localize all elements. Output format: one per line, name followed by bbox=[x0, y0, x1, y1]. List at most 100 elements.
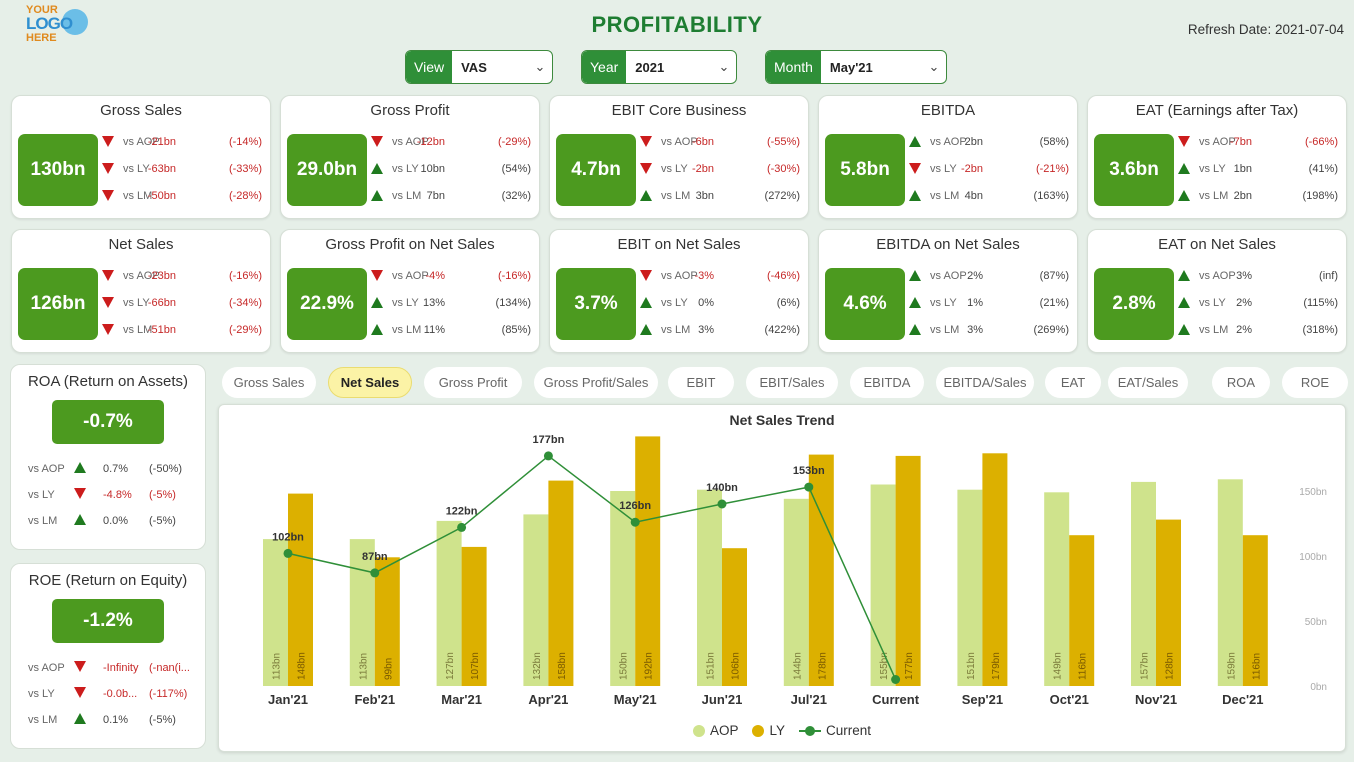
kpi-card[interactable]: Net Sales 126bn vs AOP -23bn (-16%) vs L… bbox=[11, 229, 271, 353]
current-point bbox=[283, 548, 293, 558]
triangle-up-icon bbox=[1178, 297, 1191, 311]
triangle-down-icon bbox=[371, 136, 384, 150]
comparison-percent: (32%) bbox=[501, 190, 531, 202]
kpi-card[interactable]: Gross Sales 130bn vs AOP -21bn (-14%) vs… bbox=[11, 95, 271, 219]
comparison-label: vs LY bbox=[1199, 163, 1226, 175]
kpi-card-value: 4.6% bbox=[825, 268, 905, 340]
year-filter-value[interactable]: 2021 bbox=[635, 59, 665, 75]
triangle-up-icon bbox=[1178, 324, 1191, 338]
triangle-up-icon bbox=[371, 297, 384, 311]
kpi-card[interactable]: Gross Profit on Net Sales 22.9% vs AOP -… bbox=[280, 229, 540, 353]
comparison-percent: (-30%) bbox=[766, 163, 800, 175]
comparison-delta: 3% bbox=[967, 324, 983, 336]
legend-current[interactable]: Current bbox=[799, 723, 871, 738]
kpi-comparison-row: vs AOP -6bn (-55%) bbox=[640, 136, 802, 152]
comparison-label: vs LM bbox=[123, 324, 153, 336]
kpi-comparison-row: vs LM 11% (85%) bbox=[371, 324, 533, 340]
comparison-delta: -3% bbox=[694, 270, 714, 282]
tab-ebitda-sales[interactable]: EBITDA/Sales bbox=[936, 367, 1034, 398]
kpi-card[interactable]: EBIT Core Business 4.7bn vs AOP -6bn (-5… bbox=[549, 95, 809, 219]
view-filter-value[interactable]: VAS bbox=[461, 59, 487, 75]
side-comparison-row: vs LY -4.8% (-5%) bbox=[11, 482, 205, 508]
kpi-card-value: 130bn bbox=[18, 134, 98, 206]
tab-ebit-sales[interactable]: EBIT/Sales bbox=[746, 367, 838, 398]
chevron-down-icon[interactable]: ⌄ bbox=[718, 59, 730, 74]
comparison-percent: (-5%) bbox=[149, 714, 176, 726]
tab-eat[interactable]: EAT bbox=[1045, 367, 1101, 398]
view-filter[interactable]: View VAS ⌄ bbox=[405, 50, 553, 84]
bar-ly bbox=[722, 548, 747, 686]
tab-net-sales[interactable]: Net Sales bbox=[328, 367, 412, 398]
comparison-delta: -51bn bbox=[147, 324, 176, 336]
tab-ebit[interactable]: EBIT bbox=[668, 367, 734, 398]
comparison-label: vs LM bbox=[392, 190, 422, 202]
bar-ly bbox=[808, 454, 834, 686]
kpi-card-title: Gross Profit bbox=[370, 102, 450, 119]
kpi-card-title: EBIT on Net Sales bbox=[617, 236, 741, 253]
bar-ly-label: 99bn bbox=[383, 658, 394, 680]
bar-aop bbox=[957, 489, 983, 686]
x-tick-label: Current bbox=[872, 692, 920, 707]
comparison-percent: (422%) bbox=[764, 324, 800, 336]
triangle-up-icon bbox=[909, 270, 922, 284]
legend-aop[interactable]: AOP bbox=[692, 723, 738, 738]
triangle-up-icon bbox=[74, 713, 86, 727]
kpi-card[interactable]: EAT on Net Sales 2.8% vs AOP 3% (inf) vs… bbox=[1087, 229, 1347, 353]
side-comparison-row: vs LM 0.1% (-5%) bbox=[11, 707, 205, 733]
comparison-delta: -0.0b... bbox=[103, 688, 138, 700]
side-card-title: ROA (Return on Assets) bbox=[27, 373, 189, 390]
tab-roa[interactable]: ROA bbox=[1212, 367, 1270, 398]
kpi-card[interactable]: EBITDA 5.8bn vs AOP 2bn (58%) vs LY -2bn… bbox=[818, 95, 1078, 219]
comparison-delta: -2bn bbox=[960, 163, 983, 175]
triangle-down-icon bbox=[640, 270, 653, 284]
bar-aop-label: 155bn bbox=[879, 652, 890, 680]
logo-text-main: LOGO bbox=[26, 14, 73, 33]
comparison-delta: 0.1% bbox=[103, 714, 129, 726]
kpi-card[interactable]: EBITDA on Net Sales 4.6% vs AOP 2% (87%)… bbox=[818, 229, 1078, 353]
chevron-down-icon[interactable]: ⌄ bbox=[928, 59, 940, 74]
comparison-percent: (318%) bbox=[1302, 324, 1338, 336]
current-point bbox=[804, 482, 814, 492]
side-card-title: ROE (Return on Equity) bbox=[28, 572, 188, 589]
tab-gross-sales[interactable]: Gross Sales bbox=[222, 367, 316, 398]
roa-card[interactable]: ROA (Return on Assets) -0.7% vs AOP 0.7%… bbox=[10, 364, 206, 550]
year-filter[interactable]: Year 2021 ⌄ bbox=[581, 50, 737, 84]
triangle-up-icon bbox=[909, 136, 922, 150]
comparison-label: vs AOP bbox=[1199, 270, 1236, 282]
bar-aop bbox=[1131, 481, 1156, 686]
side-comparison-row: vs AOP 0.7% (-50%) bbox=[11, 456, 205, 482]
triangle-down-icon bbox=[102, 324, 115, 338]
comparison-label: vs LM bbox=[661, 324, 691, 336]
bar-aop-label: 132bn bbox=[532, 652, 543, 680]
month-filter[interactable]: Month May'21 ⌄ bbox=[765, 50, 947, 84]
legend-ly[interactable]: LY bbox=[752, 723, 785, 738]
triangle-down-icon bbox=[640, 163, 653, 177]
bar-aop-label: 150bn bbox=[619, 652, 630, 680]
kpi-comparison-row: vs LM 3% (269%) bbox=[909, 324, 1071, 340]
comparison-delta: 3% bbox=[1236, 270, 1252, 282]
kpi-card[interactable]: EAT (Earnings after Tax) 3.6bn vs AOP -7… bbox=[1087, 95, 1347, 219]
tab-gross-profit-sales[interactable]: Gross Profit/Sales bbox=[534, 367, 658, 398]
comparison-delta: -Infinity bbox=[103, 662, 139, 674]
comparison-percent: (198%) bbox=[1302, 190, 1338, 202]
comparison-label: vs LM bbox=[930, 190, 960, 202]
triangle-up-icon bbox=[1178, 270, 1191, 284]
legend-ly-label: LY bbox=[769, 723, 785, 738]
triangle-down-icon bbox=[102, 190, 115, 204]
y-tick-label: 50bn bbox=[1305, 617, 1327, 628]
tab-ebitda[interactable]: EBITDA bbox=[850, 367, 924, 398]
comparison-percent: (-66%) bbox=[1304, 136, 1338, 148]
tab-roe[interactable]: ROE bbox=[1282, 367, 1348, 398]
chevron-down-icon[interactable]: ⌄ bbox=[534, 59, 546, 74]
tab-gross-profit[interactable]: Gross Profit bbox=[424, 367, 522, 398]
tab-eat-sales[interactable]: EAT/Sales bbox=[1108, 367, 1188, 398]
month-filter-value[interactable]: May'21 bbox=[829, 59, 873, 75]
kpi-card[interactable]: EBIT on Net Sales 3.7% vs AOP -3% (-46%)… bbox=[549, 229, 809, 353]
legend-current-swatch bbox=[799, 725, 821, 737]
comparison-label: vs LY bbox=[661, 297, 688, 309]
x-tick-label: May'21 bbox=[614, 692, 657, 707]
triangle-up-icon bbox=[74, 514, 86, 528]
roe-card[interactable]: ROE (Return on Equity) -1.2% vs AOP -Inf… bbox=[10, 563, 206, 749]
chart-svg: 0bn 50bn 100bn 150bn 113bn 148bn Jan'21 113bn 99… bbox=[263, 434, 1327, 707]
kpi-card[interactable]: Gross Profit 29.0bn vs AOP -12bn (-29%) … bbox=[280, 95, 540, 219]
